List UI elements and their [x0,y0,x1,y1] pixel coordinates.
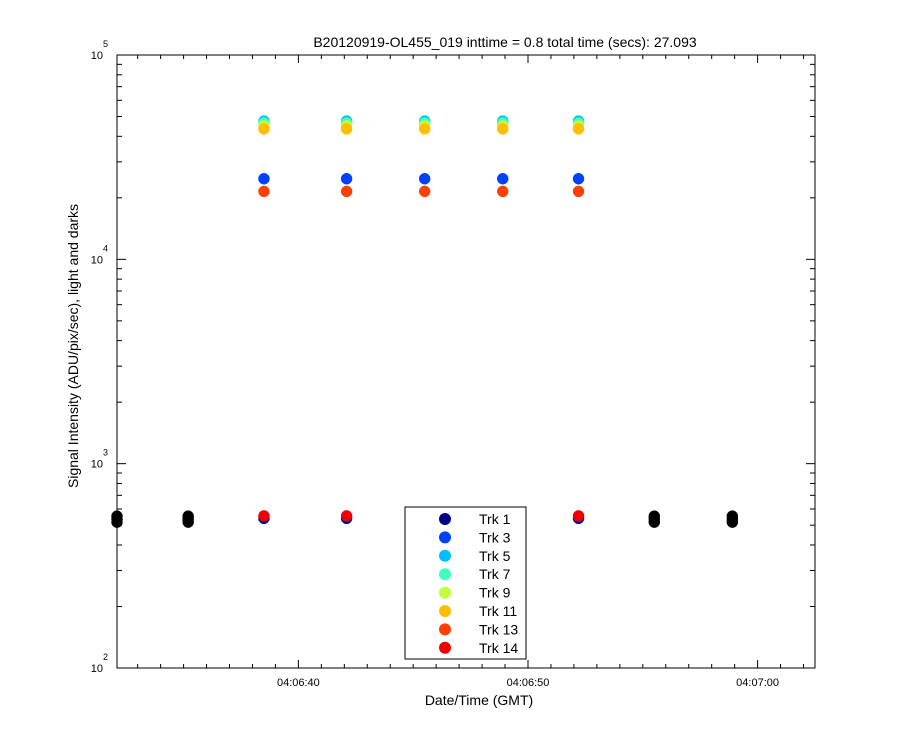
y-axis-label: Signal Intensity (ADU/pix/sec), light an… [65,204,81,488]
y-tick-exponent: 3 [103,448,108,458]
y-tick-exponent: 5 [103,39,108,49]
data-points [111,115,739,528]
y-tick-label: 10 [91,50,103,62]
x-tick-label: 04:07:00 [736,677,779,689]
point-trk-13 [496,185,509,198]
point-trk-3 [340,172,353,185]
point-trk-11 [340,123,353,135]
y-tick-exponent: 2 [103,652,108,662]
legend-marker [439,513,451,525]
point-trk-13 [340,185,353,198]
point-trk-11 [496,123,509,135]
legend-label: Trk 9 [479,585,511,601]
legend-marker [439,586,451,599]
point-trk-14 [572,510,585,522]
legend-marker [439,549,451,562]
point-trk-3 [258,172,270,185]
legend-marker [439,605,451,617]
point-trk-11 [572,123,585,135]
legend-marker [439,531,451,544]
y-tick-label: 10 [91,459,103,471]
point-trk-11 [418,123,431,135]
legend: Trk 1 Trk 3 Trk 5 Trk 7 Trk 9 Trk 11 Trk 13 Trk… [404,506,527,660]
point-trk-13 [572,185,585,198]
legend-label: Trk 3 [479,529,511,545]
x-axis-label: Date/Time (GMT) [425,692,533,708]
dark-point [726,516,739,528]
dark-point [111,516,123,528]
legend-marker [439,623,451,636]
legend-marker [439,568,451,581]
legend-label: Trk 11 [479,603,517,619]
point-trk-14 [340,510,353,522]
y-tick-label: 10 [91,663,103,675]
y-tick-exponent: 4 [103,243,108,253]
legend-label: Trk 1 [479,511,511,527]
y-tick-label: 10 [91,254,103,266]
point-trk-13 [258,185,270,198]
point-trk-3 [418,172,431,185]
legend-label: Trk 14 [479,640,518,656]
legend-label: Trk 13 [479,621,518,637]
x-tick-label: 04:06:40 [277,677,320,689]
legend-marker [439,641,451,654]
chart-title: B20120919-OL455_019 inttime = 0.8 total … [313,34,697,50]
dark-point [648,516,661,528]
point-trk-3 [496,172,509,185]
x-tick-label: 04:06:50 [507,677,550,689]
dark-point [182,516,194,528]
legend-box [404,506,527,660]
legend-label: Trk 7 [479,566,511,582]
point-trk-14 [258,510,270,522]
point-trk-11 [258,123,270,135]
point-trk-13 [418,185,431,198]
point-trk-3 [572,172,585,185]
legend-label: Trk 5 [479,548,511,564]
